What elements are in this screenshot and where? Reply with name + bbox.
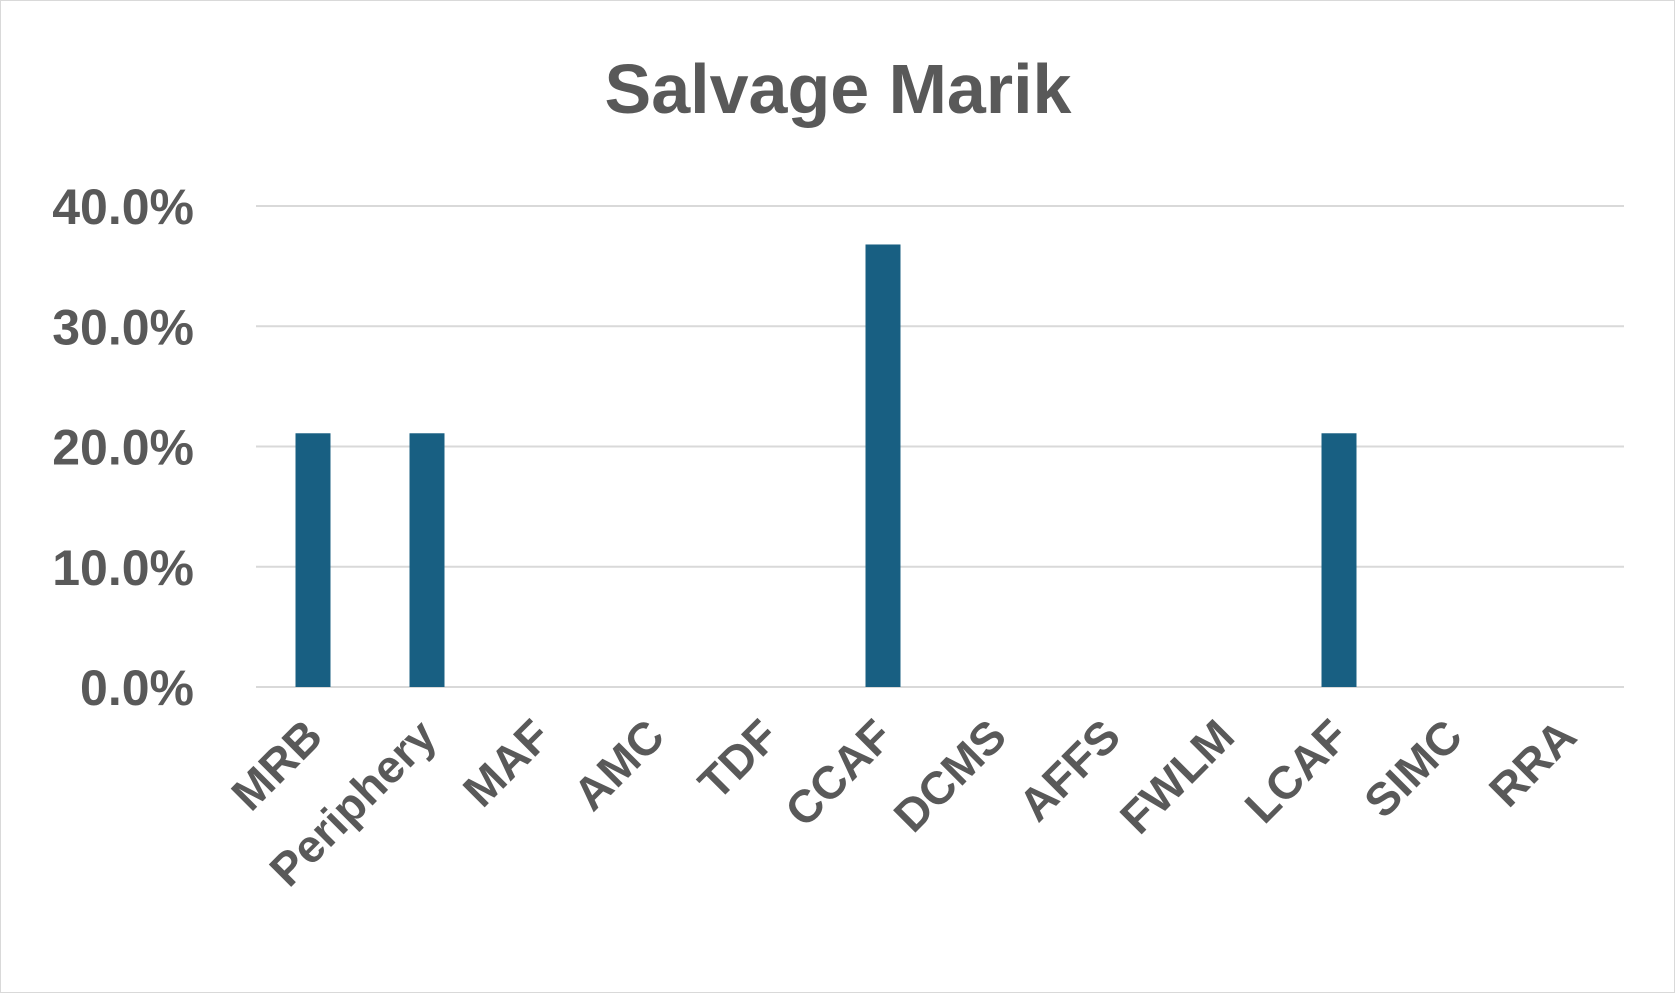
bar-periphery: [409, 433, 445, 687]
x-tick-label: DCMS: [884, 709, 1017, 842]
bar-ccaf: [865, 244, 901, 688]
gridlines: [256, 205, 1624, 688]
chart-title: Salvage Marik: [605, 50, 1072, 128]
y-tick-label: 30.0%: [52, 299, 194, 355]
x-tick-label: FWLM: [1110, 709, 1244, 843]
x-tick-label: RRA: [1479, 709, 1586, 816]
x-tick-label: AFFS: [1008, 709, 1130, 831]
y-tick-label: 10.0%: [52, 540, 194, 596]
y-tick-label: 0.0%: [80, 660, 194, 716]
x-tick-label: LCAF: [1235, 709, 1358, 832]
x-tick-label: CCAF: [775, 709, 902, 836]
bar-mrb: [295, 433, 331, 687]
x-tick-label: TDF: [688, 709, 788, 809]
x-tick-label: MAF: [453, 709, 560, 816]
y-tick-label: 20.0%: [52, 420, 194, 476]
x-tick-label: AMC: [563, 709, 674, 820]
bars: [295, 244, 1357, 688]
y-tick-label: 40.0%: [52, 179, 194, 235]
bar-lcaf: [1321, 433, 1357, 687]
x-tick-label: SIMC: [1354, 709, 1472, 827]
y-axis: 0.0% 10.0% 20.0% 30.0% 40.0%: [52, 179, 194, 716]
